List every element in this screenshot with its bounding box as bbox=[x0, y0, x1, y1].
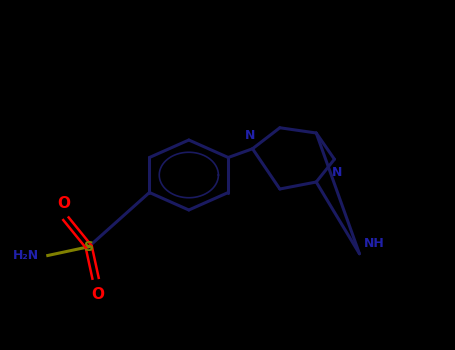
Text: S: S bbox=[84, 240, 94, 254]
Text: NH: NH bbox=[364, 237, 385, 250]
Text: O: O bbox=[57, 196, 70, 211]
Text: H₂N: H₂N bbox=[13, 249, 39, 262]
Text: O: O bbox=[91, 287, 104, 302]
Text: N: N bbox=[332, 166, 342, 178]
Text: N: N bbox=[245, 130, 255, 142]
